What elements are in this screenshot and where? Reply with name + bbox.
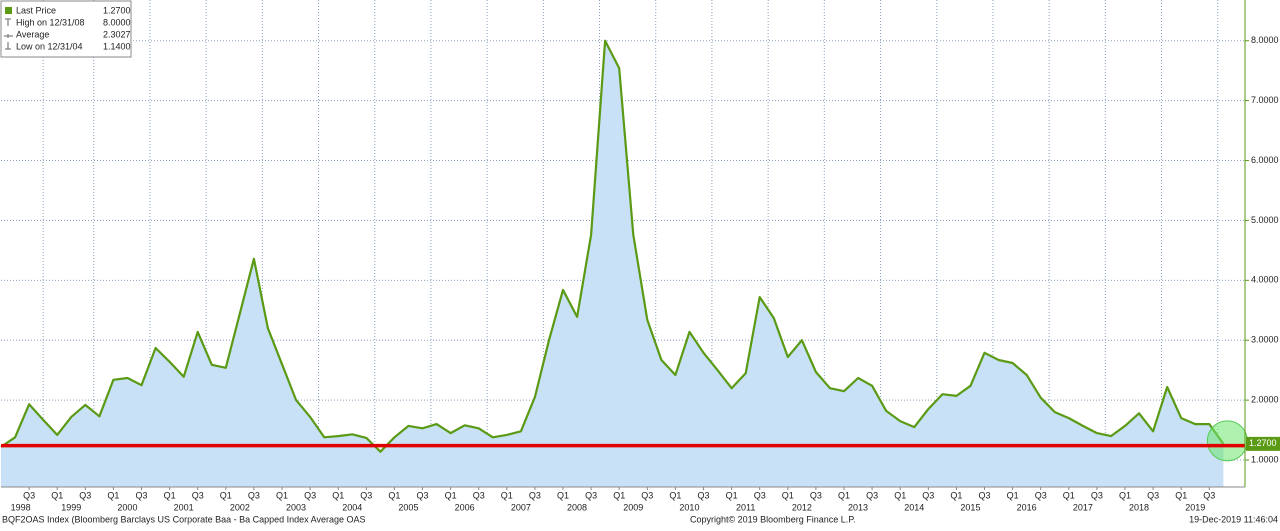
y-tick-label: 1.0000 bbox=[1251, 454, 1279, 464]
x-tick-label: Q3 bbox=[810, 490, 822, 500]
legend-label: High on 12/31/08 bbox=[16, 17, 85, 27]
year-label: 2016 bbox=[1017, 502, 1037, 512]
year-label: 2004 bbox=[342, 502, 362, 512]
year-label: 2011 bbox=[736, 502, 755, 512]
legend-value: 1.2700 bbox=[103, 5, 131, 15]
x-tick-label: Q1 bbox=[276, 490, 288, 500]
area bbox=[1, 40, 1224, 487]
legend-icon bbox=[4, 34, 13, 38]
year-label: 2006 bbox=[455, 502, 475, 512]
legend-swatch bbox=[5, 7, 12, 14]
x-tick-label: Q3 bbox=[304, 490, 316, 500]
y-tick-label: 6.0000 bbox=[1251, 155, 1279, 165]
x-tick-label: Q3 bbox=[754, 490, 766, 500]
year-label: 2012 bbox=[792, 502, 812, 512]
x-tick-label: Q1 bbox=[557, 490, 569, 500]
y-tick-label: 3.0000 bbox=[1251, 335, 1279, 345]
y-tick-label: 7.0000 bbox=[1251, 95, 1279, 105]
x-tick-label: Q1 bbox=[1119, 490, 1131, 500]
year-label: 2019 bbox=[1185, 502, 1205, 512]
year-label: 2003 bbox=[286, 502, 306, 512]
x-tick-label: Q1 bbox=[501, 490, 513, 500]
x-tick-label: Q1 bbox=[1063, 490, 1075, 500]
legend-label: Last Price bbox=[16, 5, 56, 15]
year-label: 2017 bbox=[1073, 502, 1093, 512]
plot-area: 1.0000 2.0000 3.0000 4.0000 5.0000 6.0000 7.00… bbox=[0, 0, 1280, 512]
year-label: 2001 bbox=[174, 502, 194, 512]
line bbox=[0, 39, 1225, 453]
x-tick-label: Q3 bbox=[866, 490, 878, 500]
legend-box bbox=[0, 0, 132, 58]
last-price-label: 1.2700 bbox=[1249, 438, 1277, 448]
year-label: 1999 bbox=[61, 502, 81, 512]
year-label: 2000 bbox=[117, 502, 137, 512]
x-tick-label: Q1 bbox=[220, 490, 232, 500]
legend-label: Low on 12/31/04 bbox=[16, 41, 83, 51]
x-tick-label: Q3 bbox=[1091, 490, 1103, 500]
x-tick-label: Q1 bbox=[950, 490, 962, 500]
x-tick-label: Q3 bbox=[585, 490, 597, 500]
year-label: 2015 bbox=[960, 502, 980, 512]
y-tick-label: 8.0000 bbox=[1251, 35, 1279, 45]
legend-label: Average bbox=[16, 29, 49, 39]
x-tick-label: Q3 bbox=[922, 490, 934, 500]
x-tick-label: Q1 bbox=[51, 490, 63, 500]
x-tick-label: Q1 bbox=[726, 490, 738, 500]
year-label: 2013 bbox=[848, 502, 868, 512]
y-tick-label: 4.0000 bbox=[1251, 275, 1279, 285]
x-tick-label: Q3 bbox=[473, 490, 485, 500]
legend-icon bbox=[5, 18, 11, 26]
x-tick-label: Q1 bbox=[782, 490, 794, 500]
x-tick-label: Q3 bbox=[416, 490, 428, 500]
x-tick-label: Q1 bbox=[164, 490, 176, 500]
highlight-circle bbox=[1206, 420, 1248, 462]
x-tick-label: Q3 bbox=[23, 490, 35, 500]
x-tick-label: Q1 bbox=[669, 490, 681, 500]
x-tick-label: Q3 bbox=[360, 490, 372, 500]
year-label: 2010 bbox=[679, 502, 699, 512]
x-tick-label: Q3 bbox=[1035, 490, 1047, 500]
y-tick-label: 2.0000 bbox=[1251, 395, 1279, 405]
x-tick-label: Q1 bbox=[838, 490, 850, 500]
x-tick-label: Q3 bbox=[1147, 490, 1159, 500]
year-label: 2009 bbox=[623, 502, 643, 512]
x-tick-label: Q1 bbox=[1175, 490, 1187, 500]
x-tick-label: Q1 bbox=[894, 490, 906, 500]
x-tick-label: Q1 bbox=[332, 490, 344, 500]
x-tick-label: Q3 bbox=[135, 490, 147, 500]
year-label: 2002 bbox=[230, 502, 250, 512]
x-tick-label: Q3 bbox=[192, 490, 204, 500]
year-label: 1998 bbox=[11, 502, 31, 512]
x-tick-label: Q1 bbox=[445, 490, 457, 500]
year-label: 2005 bbox=[398, 502, 418, 512]
legend-icon bbox=[5, 42, 11, 50]
x-tick-label: Q3 bbox=[978, 490, 990, 500]
legend-value: 8.0000 bbox=[103, 17, 131, 27]
x-tick-label: Q1 bbox=[1007, 490, 1019, 500]
x-tick-label: Q3 bbox=[248, 490, 260, 500]
legend-value: 1.1400 bbox=[103, 41, 131, 51]
year-label: 2007 bbox=[511, 502, 531, 512]
x-tick-label: Q1 bbox=[107, 490, 119, 500]
x-tick-label: Q3 bbox=[529, 490, 541, 500]
year-label: 2014 bbox=[904, 502, 924, 512]
x-tick-label: Q3 bbox=[79, 490, 91, 500]
y-tick-label: 5.0000 bbox=[1251, 215, 1279, 225]
year-label: 2008 bbox=[567, 502, 587, 512]
footer-source: BQF2OAS Index (Bloomberg Barclays US Cor… bbox=[2, 514, 366, 524]
footer-copyright: Copyright© 2019 Bloomberg Finance L.P. bbox=[690, 514, 856, 524]
legend-value: 2.3027 bbox=[103, 29, 131, 39]
x-tick-label: Q3 bbox=[697, 490, 709, 500]
x-tick-label: Q1 bbox=[388, 490, 400, 500]
last-price-tag bbox=[1246, 436, 1280, 451]
x-tick-label: Q1 bbox=[613, 490, 625, 500]
x-tick-label: Q3 bbox=[641, 490, 653, 500]
year-label: 2018 bbox=[1129, 502, 1149, 512]
x-tick-label: Q3 bbox=[1203, 490, 1215, 500]
footer-timestamp: 19-Dec-2019 11:46:04 bbox=[1189, 514, 1278, 524]
